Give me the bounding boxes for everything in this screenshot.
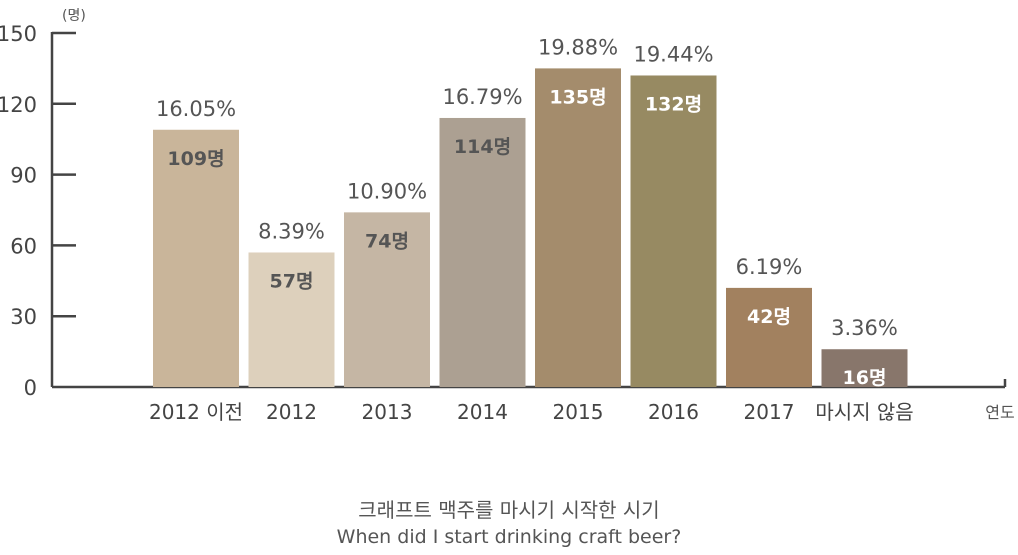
x-category-label: 2016 (648, 400, 699, 424)
bar-7 (726, 287, 812, 387)
x-category-label: 2015 (553, 400, 604, 424)
bar-1 (153, 129, 239, 387)
bar-value-label: 42명 (747, 306, 791, 328)
y-tick-label: 30 (10, 305, 37, 329)
bar-value-label: 135명 (549, 86, 606, 108)
bar-percent-label: 10.90% (347, 179, 427, 203)
bar-percent-label: 6.19% (736, 255, 803, 279)
bar-percent-label: 3.36% (831, 316, 898, 340)
bar-8 (821, 349, 908, 387)
bar-layer (153, 68, 908, 388)
y-tick-label: 150 (0, 22, 37, 46)
x-category-label: 2012 (266, 400, 317, 424)
y-tick-label: 0 (24, 376, 37, 400)
bar-value-label: 74명 (365, 230, 409, 252)
y-axis-unit: (명) (62, 8, 86, 24)
bar-percent-label: 19.88% (538, 35, 618, 59)
label-layer: 109명 16.05% 2012 이전 57명 8.39% 2012 74명 10.90% 20… (149, 35, 914, 424)
bar-5 (535, 68, 621, 388)
bar-value-label: 109명 (167, 148, 224, 170)
chart-caption-korean: 크래프트 맥주를 마시기 시작한 시기 (358, 498, 660, 522)
bar-6 (630, 75, 717, 387)
bar-percent-label: 16.79% (442, 85, 522, 109)
chart-caption-english: When did I start drinking craft beer? (336, 526, 682, 548)
y-tick-label: 90 (10, 164, 37, 188)
bar-value-label: 114명 (454, 136, 511, 158)
bar-percent-label: 8.39% (258, 219, 325, 243)
bar-value-label: 57명 (270, 270, 314, 292)
x-category-label: 2013 (362, 400, 413, 424)
x-axis-unit: 연도 (985, 403, 1014, 422)
bar-4 (439, 117, 526, 388)
bar-percent-label: 16.05% (156, 97, 236, 121)
bar-percent-label: 19.44% (633, 42, 713, 66)
bar-chart: 0 30 60 90 120 150 (명) 연도 109명 16.05% 2012 이전 57명 8… (0, 8, 1015, 424)
bar-value-label: 16명 (843, 367, 887, 389)
y-tick-label: 60 (10, 234, 37, 258)
x-category-label: 마시지 않음 (815, 400, 913, 424)
bar-3 (344, 212, 430, 387)
x-category-label: 2017 (744, 400, 795, 424)
bar-2 (248, 252, 335, 387)
y-tick-label: 120 (0, 93, 37, 117)
x-category-label: 2014 (457, 400, 508, 424)
x-category-label: 2012 이전 (149, 400, 243, 424)
bar-value-label: 132명 (645, 93, 702, 115)
